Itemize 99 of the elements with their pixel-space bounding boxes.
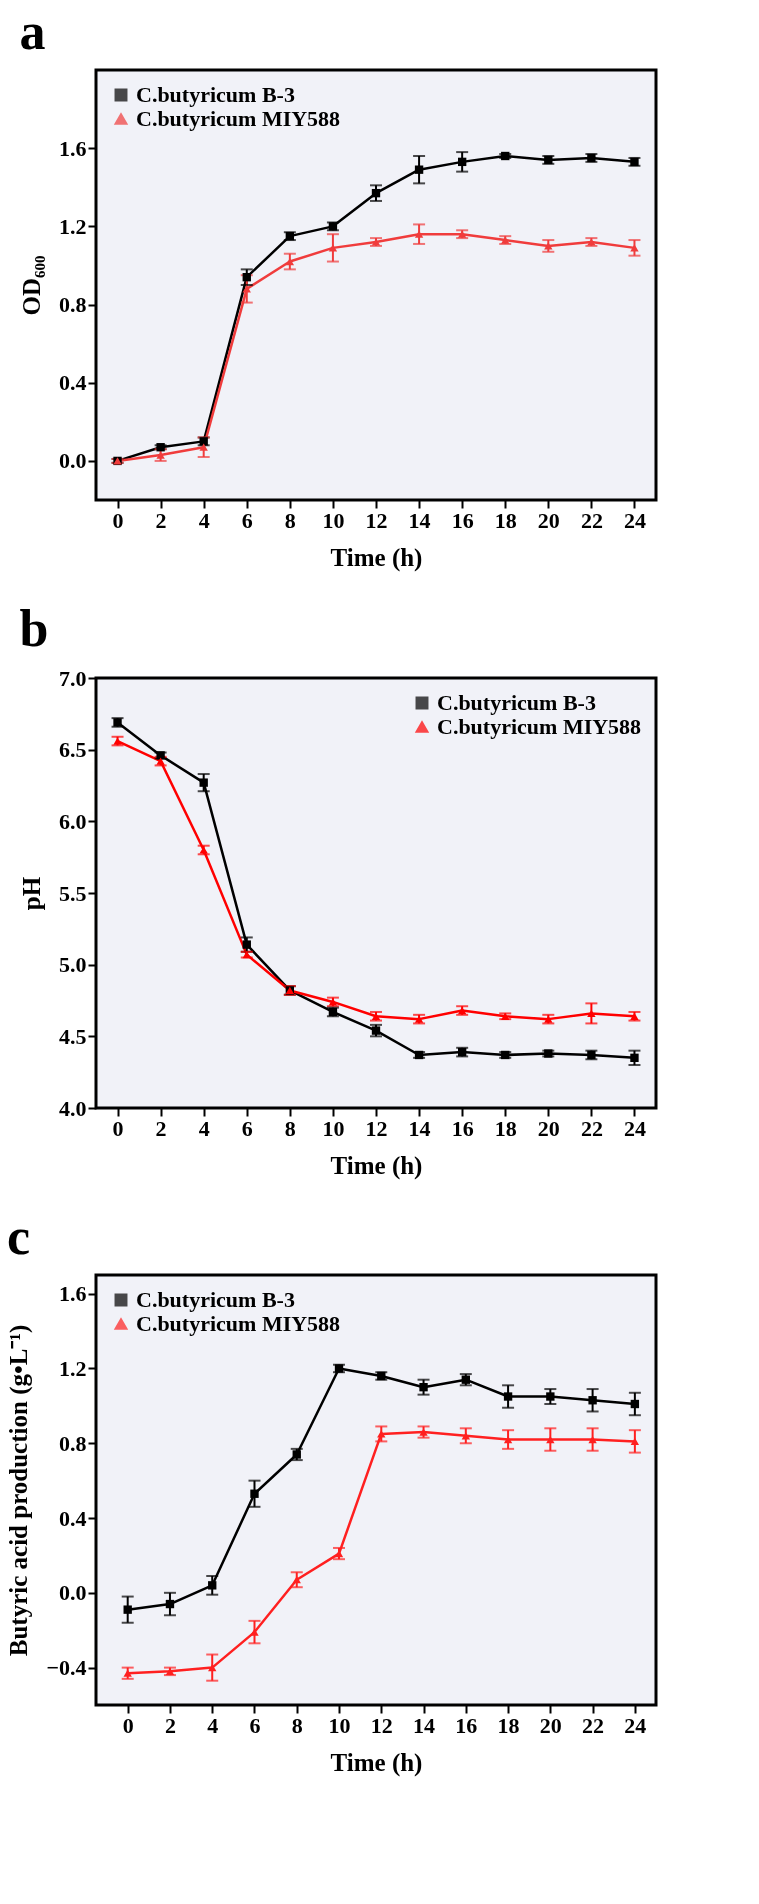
y-axis-title: OD₆₀₀ — [18, 255, 45, 316]
x-tick-label: 4 — [198, 1115, 210, 1141]
y-axis-title: Butyric acid production (g•L⁻¹) — [5, 1324, 34, 1657]
point — [546, 1392, 555, 1401]
x-tick-label: 16 — [455, 1712, 478, 1738]
y-tick-label: 0.0 — [59, 448, 87, 474]
point — [208, 1663, 217, 1672]
y-tick-label: 4.5 — [59, 1023, 87, 1049]
y-tick-label: 0.8 — [59, 1430, 87, 1456]
legend-label: C.butyricum MIY588 — [437, 714, 642, 739]
x-tick-label: 6 — [249, 1712, 261, 1738]
point — [123, 1605, 132, 1614]
point — [242, 940, 251, 949]
x-tick-label: 2 — [155, 507, 167, 533]
x-tick-label: 18 — [494, 507, 517, 533]
x-tick-label: 16 — [451, 507, 474, 533]
point — [414, 165, 424, 174]
point — [630, 1053, 639, 1063]
x-tick-label: 8 — [284, 507, 296, 533]
point — [503, 1392, 513, 1401]
x-tick-label: 2 — [164, 1712, 176, 1738]
legend-label: C.butyricum MIY588 — [136, 1311, 341, 1336]
point — [371, 188, 381, 198]
y-tick-label: 1.6 — [59, 135, 87, 161]
x-tick-label: 8 — [291, 1712, 303, 1738]
x-tick-label: 4 — [207, 1712, 219, 1738]
x-tick-label: 4 — [198, 507, 210, 533]
y-tick-label: 6.5 — [59, 737, 87, 763]
x-axis-title: Time (h) — [330, 1151, 423, 1180]
x-tick-label: 10 — [328, 1712, 351, 1738]
point — [250, 1628, 259, 1636]
x-tick-label: 12 — [370, 1712, 393, 1738]
legend-label: C.butyricum MIY588 — [136, 106, 341, 131]
x-tick-label: 0 — [122, 1712, 134, 1738]
point — [242, 273, 251, 282]
y-axis-title: pH — [18, 876, 45, 911]
point — [199, 778, 208, 787]
point — [250, 1489, 259, 1498]
x-tick-label: 20 — [537, 507, 560, 533]
y-tick-label: 1.2 — [59, 213, 87, 239]
point — [630, 1437, 640, 1446]
x-tick-label: 0 — [112, 507, 124, 533]
x-axis-title: Time (h) — [330, 543, 423, 572]
y-tick-label: 0.0 — [59, 1580, 87, 1606]
point — [377, 1430, 386, 1438]
point — [457, 157, 467, 167]
y-tick-label: 5.5 — [59, 880, 87, 906]
point — [587, 1009, 596, 1018]
legend-label: C.butyricum B-3 — [136, 82, 295, 107]
y-tick-label: 4.0 — [59, 1095, 87, 1121]
x-tick-label: 18 — [494, 1115, 517, 1141]
x-tick-label: 8 — [284, 1115, 296, 1141]
y-tick-label: 0.4 — [59, 1505, 87, 1531]
x-tick-label: 14 — [408, 1115, 431, 1141]
point — [199, 443, 208, 451]
x-tick-label: 2 — [155, 1115, 167, 1141]
x-tick-label: 20 — [537, 1115, 560, 1141]
x-tick-label: 14 — [408, 507, 431, 533]
point — [292, 1576, 301, 1584]
x-tick-label: 24 — [623, 1115, 646, 1141]
x-tick-label: 22 — [582, 1712, 605, 1738]
x-tick-label: 6 — [241, 507, 253, 533]
y-tick-label: 5.0 — [59, 952, 87, 978]
point — [165, 1599, 175, 1609]
chart-title: c — [6, 1208, 31, 1265]
y-tick-label: −0.4 — [46, 1655, 87, 1681]
x-tick-label: 24 — [624, 1712, 647, 1738]
chart-title: b — [19, 600, 49, 657]
point — [328, 244, 338, 252]
point — [208, 1581, 217, 1590]
x-tick-label: 16 — [451, 1115, 474, 1141]
point — [242, 285, 251, 293]
y-tick-label: 0.8 — [59, 292, 87, 318]
x-tick-label: 6 — [241, 1115, 253, 1141]
legend-label: C.butyricum B-3 — [136, 1287, 295, 1312]
x-axis-title: Time (h) — [330, 1748, 423, 1777]
y-tick-label: 1.6 — [59, 1281, 87, 1307]
x-tick-label: 24 — [623, 507, 646, 533]
point — [588, 1396, 597, 1405]
x-tick-label: 10 — [322, 1115, 345, 1141]
x-tick-label: 18 — [497, 1712, 520, 1738]
point — [414, 230, 424, 238]
chart-title: a — [19, 3, 46, 60]
x-tick-label: 22 — [580, 507, 603, 533]
point — [461, 1432, 470, 1440]
x-tick-label: 14 — [413, 1712, 436, 1738]
x-tick-label: 22 — [580, 1115, 603, 1141]
point — [630, 1399, 640, 1409]
x-tick-label: 10 — [322, 507, 345, 533]
y-tick-label: 7.0 — [59, 665, 87, 691]
x-tick-label: 12 — [365, 1115, 388, 1141]
y-tick-label: 0.4 — [59, 370, 87, 396]
x-tick-label: 12 — [365, 507, 388, 533]
x-tick-label: 0 — [112, 1115, 124, 1141]
x-tick-label: 20 — [539, 1712, 562, 1738]
legend-label: C.butyricum B-3 — [437, 690, 596, 715]
y-tick-label: 1.2 — [59, 1355, 87, 1381]
point — [419, 1382, 428, 1392]
y-tick-label: 6.0 — [59, 808, 87, 834]
